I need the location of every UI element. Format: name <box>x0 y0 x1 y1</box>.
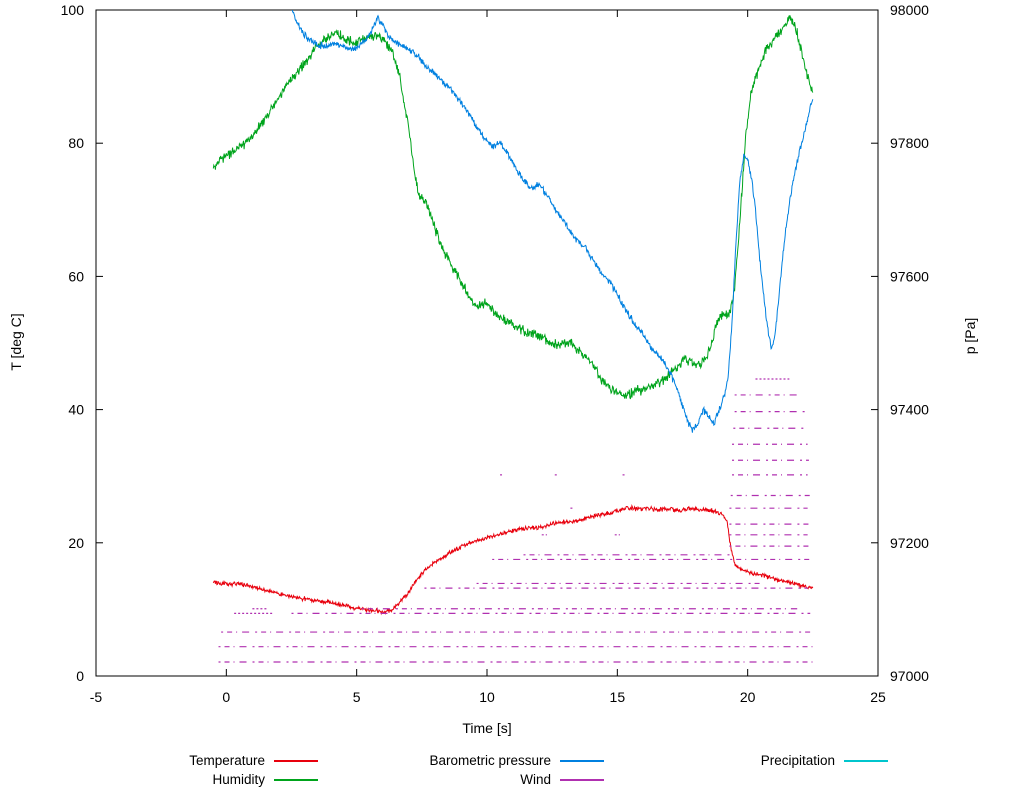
svg-text:0: 0 <box>76 668 84 684</box>
svg-text:0: 0 <box>222 689 230 705</box>
svg-text:40: 40 <box>68 402 84 418</box>
legend-label-humidity: Humidity <box>212 772 265 787</box>
legend-label-precipitation: Precipitation <box>760 753 835 768</box>
legend-item-temperature: Temperature <box>189 751 318 770</box>
legend-item-wind: Wind <box>520 770 604 789</box>
svg-text:97600: 97600 <box>890 268 929 284</box>
y-axis-label: T [deg C] <box>8 313 24 371</box>
svg-text:-5: -5 <box>90 689 103 705</box>
x-axis-label: Time [s] <box>462 720 512 736</box>
svg-text:60: 60 <box>68 268 84 284</box>
legend-label-temperature: Temperature <box>189 753 265 768</box>
svg-text:15: 15 <box>610 689 626 705</box>
svg-text:97400: 97400 <box>890 402 929 418</box>
svg-text:97000: 97000 <box>890 668 929 684</box>
legend-item-pressure: Barometric pressure <box>429 751 604 770</box>
legend-item-humidity: Humidity <box>212 770 318 789</box>
svg-text:20: 20 <box>68 535 84 551</box>
svg-text:98000: 98000 <box>890 2 929 18</box>
legend-column-3: Precipitation <box>604 751 888 770</box>
legend-line-sample-wind <box>560 778 604 781</box>
legend-line-sample-precipitation <box>844 759 888 762</box>
legend-line-sample-pressure <box>560 759 604 762</box>
legend-label-wind: Wind <box>520 772 551 787</box>
svg-text:5: 5 <box>353 689 361 705</box>
legend-column-2: Barometric pressure Wind <box>318 751 604 789</box>
svg-text:10: 10 <box>479 689 495 705</box>
y2-axis-label: p [Pa] <box>962 317 978 355</box>
legend-line-sample-humidity <box>274 778 318 781</box>
svg-text:100: 100 <box>61 2 85 18</box>
svg-text:25: 25 <box>870 689 886 705</box>
legend-line-sample-temperature <box>274 759 318 762</box>
legend-column-1: Temperature Humidity <box>0 751 318 789</box>
svg-text:97200: 97200 <box>890 535 929 551</box>
svg-text:20: 20 <box>740 689 756 705</box>
legend-item-precipitation: Precipitation <box>761 751 888 770</box>
svg-text:80: 80 <box>68 135 84 151</box>
legend-label-pressure: Barometric pressure <box>429 753 551 768</box>
svg-text:97800: 97800 <box>890 135 929 151</box>
